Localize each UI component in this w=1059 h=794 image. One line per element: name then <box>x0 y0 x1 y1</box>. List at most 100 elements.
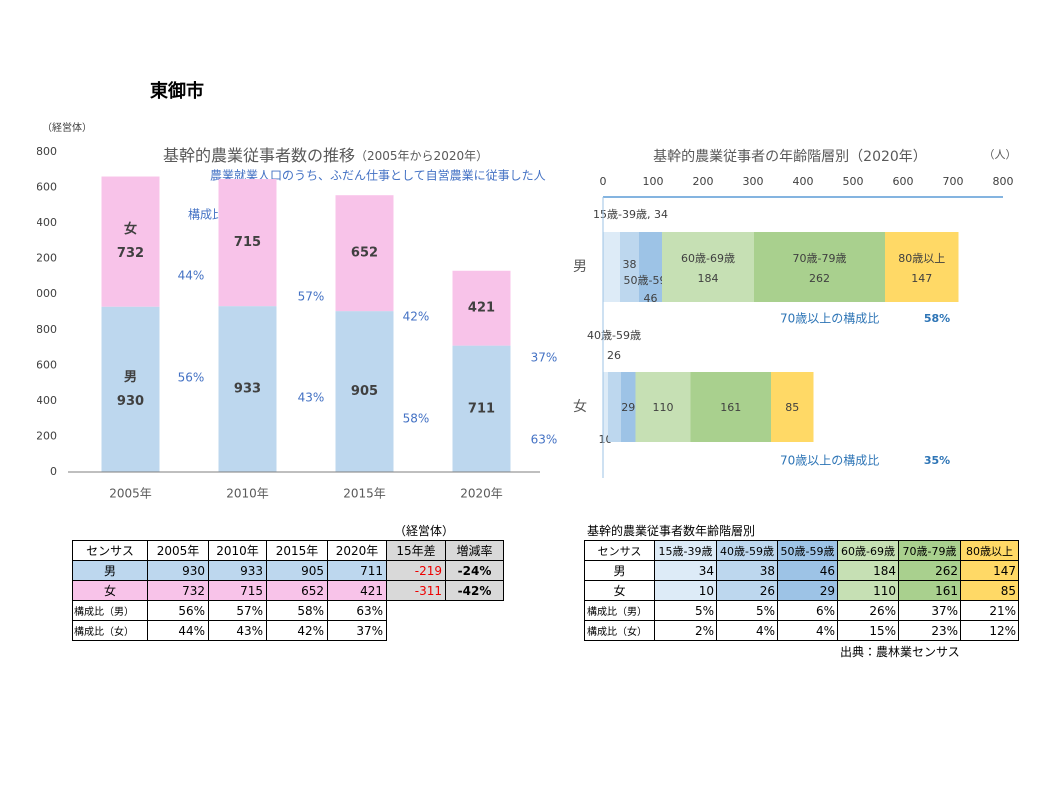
table-cell: 85 <box>960 580 1019 601</box>
value-label: 715 <box>234 235 261 250</box>
table-cell: 930 <box>147 560 209 581</box>
table-cell: 43% <box>208 620 267 641</box>
value-label: 930 <box>117 394 144 409</box>
table-body: センサス 15歳-39歳 40歳-59歳 50歳-59歳 60歳-69歳 70歳-79歳 8… <box>584 540 1019 641</box>
series-label: 80歳以上 <box>898 252 945 265</box>
table-cell: -311 <box>386 580 446 601</box>
bar-segment <box>452 270 511 346</box>
table-cell: 40歳-59歳 <box>716 540 778 561</box>
x-tick-label: 2005年 <box>109 487 152 501</box>
table-row: 構成比（女） 44% 43% 42% 37% <box>72 620 504 641</box>
bar-segment <box>218 179 277 307</box>
bar-segment <box>635 372 691 442</box>
x-tick-label: 2010年 <box>226 487 269 501</box>
table-cell: 2% <box>654 620 717 641</box>
table-cell: -219 <box>386 560 446 581</box>
bar-segment <box>621 372 636 442</box>
y-tick-label: 1,800 <box>26 145 58 158</box>
page-title: 東御市 <box>150 80 204 102</box>
table-row: 女 732 715 652 421 -311 -42% <box>72 580 504 601</box>
bar-segment <box>335 311 394 472</box>
series-label: 40歳-59歳 <box>587 329 641 342</box>
x-tick-label: 0 <box>600 175 607 188</box>
table-cell: 60歳-69歳 <box>837 540 899 561</box>
table-cell: 184 <box>837 560 899 581</box>
ratio-value: 35% <box>924 454 950 467</box>
table-cell: 56% <box>147 600 209 621</box>
series-label: 70歳-79歳 <box>793 252 847 265</box>
table-cell: 262 <box>898 560 961 581</box>
chart-title-main: 基幹的農業従事者数の推移 <box>163 146 355 165</box>
value-label: 26 <box>607 349 621 362</box>
ratio-label: 70歳以上の構成比 <box>780 312 879 326</box>
table-cell: 50歳-59歳 <box>777 540 838 561</box>
bar-segment <box>603 232 620 302</box>
table-cell: 男 <box>584 560 655 581</box>
bar-segment <box>608 372 621 442</box>
table-cell: 46 <box>777 560 838 581</box>
x-tick-label: 2020年 <box>460 487 503 501</box>
share-label: 56% <box>178 371 205 385</box>
x-tick-label: 300 <box>743 175 764 188</box>
value-label: 110 <box>653 401 674 414</box>
table-cell: 男 <box>72 560 148 581</box>
table-cell: 構成比（男） <box>72 600 148 621</box>
value-label: 161 <box>720 401 741 414</box>
table-cell: 2005年 <box>147 540 209 561</box>
bar-segment <box>101 306 160 472</box>
table-cell: 構成比（女） <box>584 620 655 641</box>
series-label: 男 <box>124 370 137 385</box>
table-cell: 12% <box>960 620 1019 641</box>
table-cell: 4% <box>716 620 778 641</box>
bar-segment <box>620 232 639 302</box>
data-table: センサス 2005年 2010年 2015年 2020年 15年差 増減率男 930 933 90… <box>72 540 504 641</box>
bar-segment <box>885 232 959 302</box>
table-cell: 711 <box>327 560 387 581</box>
table-cell: 37% <box>327 620 387 641</box>
table-row: 構成比（男） 56% 57% 58% 63% <box>72 600 504 621</box>
table-cell: 2015年 <box>266 540 328 561</box>
chart-2: 0 100 200 300 400 500 600 700 800 男 15歳-39歳, 34 38 5… <box>573 175 1014 478</box>
y-tick-label: 0 <box>50 465 57 478</box>
table-cell: 構成比（男） <box>584 600 655 621</box>
table-cell: 増減率 <box>445 540 504 561</box>
bar-segment <box>452 345 511 472</box>
table-cell: 58% <box>266 600 328 621</box>
value-label: 421 <box>468 301 495 316</box>
chart-title: 基幹的農業従事者の年齢階層別（2020年） <box>653 148 927 165</box>
table-cell: 15% <box>837 620 899 641</box>
table-row: 男 34 38 46 184 262 147 <box>584 560 1019 581</box>
x-axis-unit: （人） <box>984 148 1017 161</box>
table-cell: 421 <box>327 580 387 601</box>
y-tick-label: 1,000 <box>26 287 58 300</box>
table-cell: 57% <box>208 600 267 621</box>
x-tick-label: 700 <box>943 175 964 188</box>
table-cell: 63% <box>327 600 387 621</box>
share-label: 43% <box>298 391 325 405</box>
y-axis-unit: （経営体） <box>42 121 92 134</box>
bar-segment <box>662 232 754 302</box>
table-cell: 6% <box>777 600 838 621</box>
share-label: 58% <box>403 412 430 426</box>
x-tick-label: 100 <box>643 175 664 188</box>
share-label: 42% <box>403 310 430 324</box>
table-row: センサス 2005年 2010年 2015年 2020年 15年差 増減率 <box>72 540 504 561</box>
table-cell: 21% <box>960 600 1019 621</box>
x-tick-label: 200 <box>693 175 714 188</box>
table-cell: 905 <box>266 560 328 581</box>
table-source: 出典：農林業センサス <box>840 645 960 659</box>
table-cell: -42% <box>445 580 504 601</box>
table-row: 構成比（女） 2% 4% 4% 15% 23% 12% <box>584 620 1019 641</box>
table-cell: 110 <box>837 580 899 601</box>
series-label: 女 <box>124 221 137 237</box>
table-row: 構成比（男） 5% 5% 6% 26% 37% 21% <box>584 600 1019 621</box>
table-row: 女 10 26 29 110 161 85 <box>584 580 1019 601</box>
table-cell: 15年差 <box>386 540 446 561</box>
bar-segment <box>771 372 814 442</box>
bar-segment <box>603 372 608 442</box>
table-cell: 10 <box>654 580 717 601</box>
table-cell: 34 <box>654 560 717 581</box>
table-cell: 女 <box>72 580 148 601</box>
